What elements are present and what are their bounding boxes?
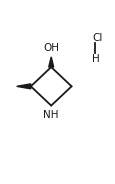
Polygon shape: [48, 57, 53, 67]
Text: NH: NH: [43, 110, 58, 120]
Text: H: H: [91, 54, 99, 64]
Text: OH: OH: [43, 43, 59, 53]
Polygon shape: [17, 84, 31, 89]
Text: Cl: Cl: [91, 33, 101, 43]
